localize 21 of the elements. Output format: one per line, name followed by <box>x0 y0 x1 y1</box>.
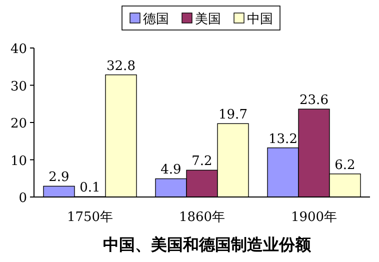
legend-label: 德国 <box>143 12 169 27</box>
y-tick-label: 20 <box>10 116 27 132</box>
x-tick-label: 1900年 <box>290 210 338 225</box>
data-label: 23.6 <box>300 93 328 108</box>
y-tick-label: 10 <box>10 154 27 169</box>
x-tick-label: 1750年 <box>66 210 114 225</box>
legend-label: 美国 <box>195 11 221 27</box>
y-tick-label: 40 <box>10 42 27 57</box>
data-label: 7.2 <box>192 154 212 170</box>
data-label: 6.2 <box>334 158 356 173</box>
text: 中国、美国和德国制造业份额 <box>103 235 312 254</box>
data-label: 13.2 <box>268 132 298 147</box>
data-label: 4.9 <box>160 162 182 178</box>
y-tick-label: 30 <box>10 79 27 94</box>
y-tick-label: 0 <box>18 191 27 206</box>
data-label: 0.1 <box>80 180 100 196</box>
legend-label: 中国 <box>247 12 273 27</box>
data-label: 32.8 <box>106 58 136 74</box>
data-label: 2.9 <box>48 170 70 186</box>
x-tick-label: 1860年 <box>178 210 226 225</box>
data-label: 19.7 <box>218 108 248 123</box>
